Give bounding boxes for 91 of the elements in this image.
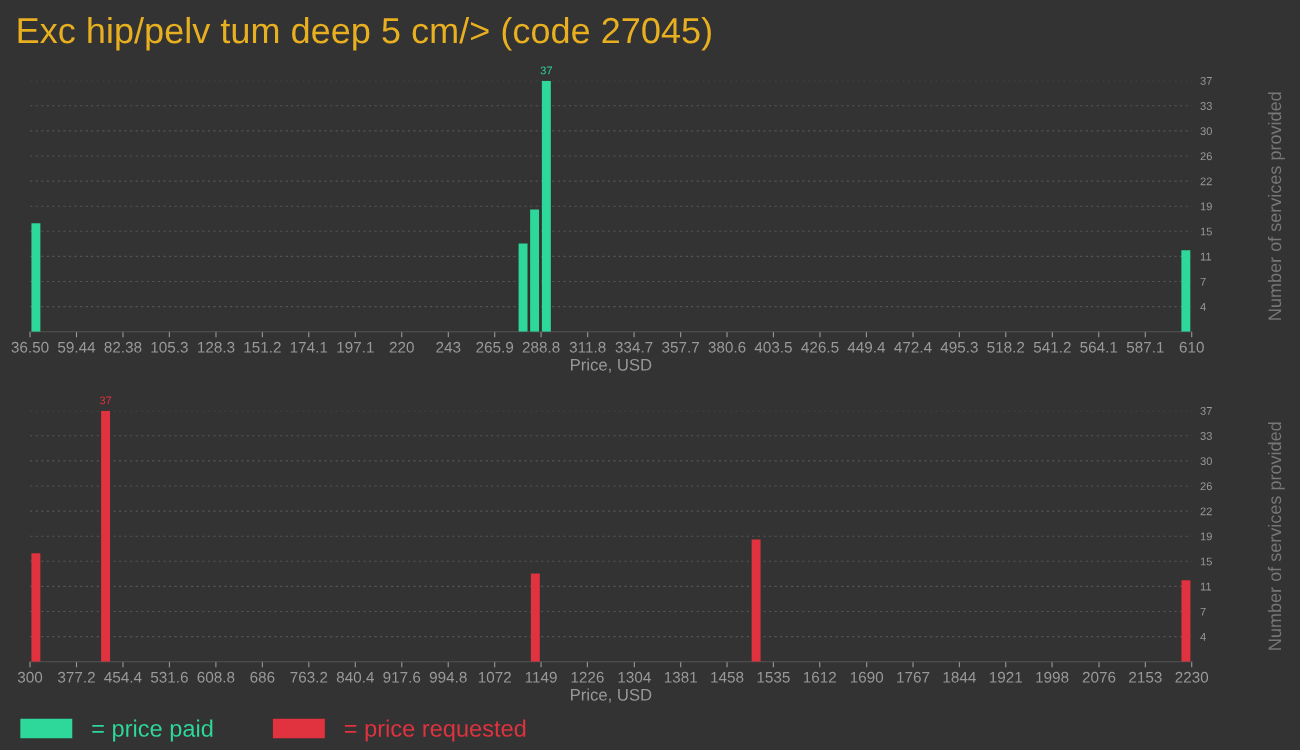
y-tick-label: 26 <box>1200 152 1212 161</box>
x-tick-label: 610 <box>1179 341 1204 353</box>
x-tick-label: 531.6 <box>150 671 188 683</box>
x-tick-label: 1921 <box>989 671 1022 683</box>
y-tick-label: 37 <box>1200 76 1212 85</box>
chart-title: Exc hip/pelv tum deep 5 cm/> (code 27045) <box>18 16 711 51</box>
x-tick-label: 105.3 <box>151 341 188 353</box>
x-tick-label: 288.8 <box>522 341 560 353</box>
x-tick-label: 763.2 <box>290 671 328 683</box>
bar <box>31 223 41 332</box>
bar <box>1181 250 1191 332</box>
legend-label: = price requested <box>344 719 526 742</box>
bar <box>530 209 540 332</box>
bar <box>101 410 111 662</box>
y-tick-label: 7 <box>1200 277 1206 286</box>
x-tick-label: 449.4 <box>847 341 886 353</box>
y-tick-label: 33 <box>1200 102 1212 110</box>
y-tick-label: 26 <box>1200 482 1212 491</box>
x-tick-label: 2230 <box>1175 671 1209 683</box>
x-tick-label: 311.8 <box>569 341 606 353</box>
x-tick-label: 840.4 <box>336 671 374 683</box>
x-tick-label: 1072 <box>478 671 511 683</box>
x-tick-label: 426.5 <box>801 341 839 353</box>
x-tick-label: 1149 <box>525 671 557 683</box>
x-tick-label: 454.4 <box>104 672 142 683</box>
x-tick-label: 1767 <box>897 671 930 683</box>
x-tick-label: 151.2 <box>244 341 281 353</box>
x-tick-label: 1381 <box>664 671 697 683</box>
data-label: 37 <box>540 66 552 75</box>
x-tick-label: 686 <box>250 671 275 683</box>
x-tick-label: 357.7 <box>662 341 699 353</box>
x-tick-label: 380.6 <box>708 341 746 353</box>
y-tick-label: 15 <box>1200 227 1212 236</box>
x-tick-label: 1535 <box>757 671 790 683</box>
x-tick-label: 220 <box>389 341 414 353</box>
x-tick-label: 564.1 <box>1080 341 1118 353</box>
y-tick-label: 11 <box>1200 252 1212 261</box>
y-axis-title: Number of services provided <box>1267 92 1285 320</box>
x-tick-label: 334.7 <box>615 341 653 353</box>
y-tick-label: 33 <box>1200 432 1212 440</box>
y-tick-label: 15 <box>1200 557 1212 566</box>
x-tick-label: 994.8 <box>429 671 467 683</box>
bar <box>530 573 540 662</box>
x-tick-label: 1612 <box>803 671 836 683</box>
x-tick-label: 59.44 <box>57 341 96 353</box>
x-axis-title: Price, USD <box>571 688 652 703</box>
x-tick-label: 265.9 <box>476 341 514 353</box>
y-tick-label: 30 <box>1200 127 1212 136</box>
x-tick-label: 2153 <box>1129 671 1162 683</box>
x-tick-label: 82.38 <box>104 341 142 353</box>
y-tick-label: 22 <box>1200 177 1212 186</box>
x-tick-label: 128.3 <box>198 341 235 353</box>
x-tick-label: 174.1 <box>290 342 328 353</box>
y-tick-label: 19 <box>1200 532 1212 541</box>
x-tick-label: 197.1 <box>337 341 374 353</box>
x-axis-title: Price, USD <box>571 358 652 373</box>
y-tick-label: 22 <box>1200 507 1212 516</box>
x-tick-label: 472.4 <box>894 341 932 353</box>
y-tick-label: 4 <box>1200 303 1206 311</box>
x-tick-label: 541.2 <box>1033 341 1071 353</box>
y-tick-label: 19 <box>1200 202 1212 211</box>
x-tick-label: 36.50 <box>11 341 49 353</box>
x-tick-label: 1226 <box>571 671 604 683</box>
x-tick-label: 403.5 <box>754 341 792 353</box>
x-tick-label: 2076 <box>1082 671 1116 683</box>
x-tick-label: 1998 <box>1036 671 1069 683</box>
x-tick-label: 1690 <box>850 671 884 683</box>
y-tick-label: 4 <box>1200 633 1206 641</box>
bar <box>1181 580 1191 662</box>
bar <box>31 553 41 662</box>
x-tick-label: 377.2 <box>57 671 95 683</box>
y-tick-label: 7 <box>1200 607 1206 616</box>
x-tick-label: 518.2 <box>987 341 1025 353</box>
x-tick-label: 1844 <box>943 671 976 683</box>
bar <box>518 243 528 332</box>
y-tick-label: 30 <box>1200 457 1212 466</box>
y-tick-label: 11 <box>1200 582 1212 591</box>
x-tick-label: 495.3 <box>940 341 978 353</box>
x-tick-label: 1458 <box>711 671 744 683</box>
x-tick-label: 917.6 <box>383 671 421 683</box>
x-tick-label: 608.8 <box>197 671 235 683</box>
x-tick-label: 243 <box>436 341 461 353</box>
y-tick-label: 37 <box>1200 406 1212 415</box>
bar <box>751 539 761 662</box>
y-axis-title: Number of services provided <box>1267 422 1285 650</box>
legend-label: = price paid <box>92 719 213 742</box>
x-tick-label: 587.1 <box>1126 341 1164 353</box>
bar <box>541 80 551 332</box>
data-label: 37 <box>99 396 112 405</box>
x-tick-label: 300 <box>17 671 43 683</box>
x-tick-label: 1304 <box>618 671 651 683</box>
